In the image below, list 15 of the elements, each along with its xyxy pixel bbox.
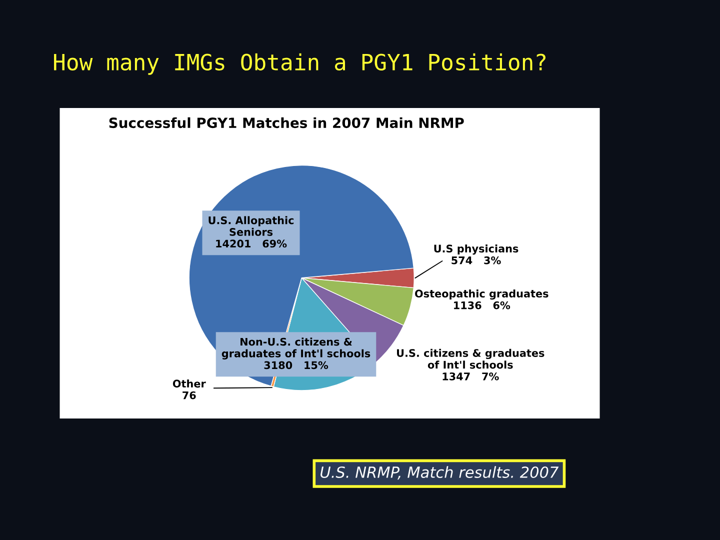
chart-title: How many IMGs Obtain a PGY1 Position? [54, 53, 546, 75]
data-label: 574 3% [452, 256, 501, 264]
data-label: 3180 15% [264, 361, 328, 370]
data-label: 76 [182, 391, 196, 400]
data-label: 1136 6% [454, 301, 510, 310]
text: U.S. NRMP, Match results. 2007 [320, 466, 559, 480]
data-label: 14201 69% [216, 240, 287, 248]
slice-label: U.S. Allopathic Seniors [208, 216, 294, 236]
slice-label: Non-U.S. citizens & graduates of Int'l schools [222, 338, 370, 360]
slice-label: Other [172, 380, 206, 388]
data-label: 1347 7% [442, 372, 499, 380]
slice-label: U.S physicians [434, 244, 518, 255]
slice-label: Osteopathic graduates [415, 289, 548, 300]
slice-label: U.S. citizens & graduates of Int'l schools [397, 348, 544, 369]
chart-subtitle: Successful PGY1 Matches in 2007 Main NRMP [109, 117, 464, 128]
